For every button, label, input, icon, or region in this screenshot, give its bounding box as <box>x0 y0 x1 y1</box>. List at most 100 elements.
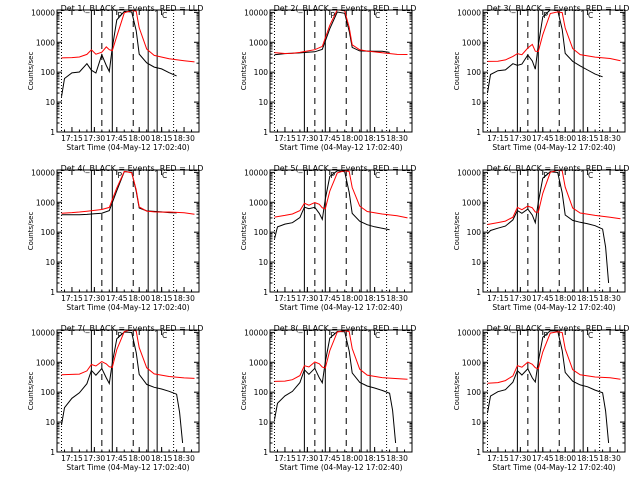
x-tick-label: 18:30 <box>599 294 621 303</box>
x-tick-label: 17:15 <box>487 134 509 143</box>
y-tick-label: 1000 <box>36 38 55 47</box>
x-tick-label: 18:15 <box>364 134 386 143</box>
y-tick-label: 1000 <box>36 358 55 367</box>
series-events <box>274 170 390 239</box>
marker-c: C <box>375 11 380 20</box>
x-tick-label: 18:30 <box>173 134 195 143</box>
x-tick-label: 18:00 <box>341 294 363 303</box>
x-axis-label: Start Time (04-May-12 17:02:40) <box>66 463 189 472</box>
x-tick-label: 17:45 <box>319 454 341 463</box>
series-lld <box>274 330 408 382</box>
series-lld <box>61 10 195 63</box>
x-tick-label: 18:15 <box>151 134 173 143</box>
y-tick-label: 100 <box>467 388 482 397</box>
x-tick-label: 17:15 <box>274 294 296 303</box>
marker-c: C <box>375 331 380 340</box>
marker-c: C <box>588 171 593 180</box>
y-tick-label: 10000 <box>244 168 268 177</box>
x-tick-label: 18:00 <box>341 134 363 143</box>
series-lld <box>274 170 408 219</box>
x-tick-label: 17:45 <box>319 134 341 143</box>
y-tick-label: 100 <box>254 388 269 397</box>
marker-c: C <box>588 11 593 20</box>
x-tick-label: 17:30 <box>297 454 319 463</box>
y-axis-label: Counts/sec <box>240 372 248 411</box>
x-tick-label: 17:45 <box>319 294 341 303</box>
y-tick-label: 10 <box>45 98 55 107</box>
marker-p: P <box>544 11 549 20</box>
y-tick-label: 1000 <box>249 358 268 367</box>
marker-c: C <box>162 331 167 340</box>
y-tick-label: 1000 <box>462 358 481 367</box>
x-tick-label: 17:30 <box>510 134 532 143</box>
y-tick-label: 100 <box>41 388 56 397</box>
x-tick-label: 18:00 <box>554 134 576 143</box>
x-tick-label: 17:15 <box>274 454 296 463</box>
y-tick-label: 100 <box>467 68 482 77</box>
x-tick-label: 18:30 <box>386 454 408 463</box>
x-tick-label: 18:00 <box>341 454 363 463</box>
x-tick-label: 18:00 <box>128 294 150 303</box>
y-tick-label: 10000 <box>457 8 481 17</box>
x-tick-label: 18:00 <box>128 134 150 143</box>
y-tick-label: 1 <box>50 288 55 297</box>
marker-c: C <box>162 171 167 180</box>
x-tick-label: 17:30 <box>84 134 106 143</box>
marker-p: P <box>331 11 336 20</box>
plot-frame <box>269 169 413 293</box>
x-tick-label: 18:30 <box>599 134 621 143</box>
panel-title: Det 7(_BLACK = Events, RED = LLD <box>61 324 204 333</box>
y-tick-label: 10000 <box>244 8 268 17</box>
y-tick-label: 1000 <box>462 198 481 207</box>
y-tick-label: 10 <box>258 258 268 267</box>
plot-frame <box>56 9 200 133</box>
y-tick-label: 1000 <box>249 198 268 207</box>
x-axis-label: Start Time (04-May-12 17:02:40) <box>279 143 402 152</box>
x-tick-label: 18:00 <box>554 454 576 463</box>
x-tick-label: 17:15 <box>61 294 83 303</box>
y-tick-label: 10000 <box>31 8 55 17</box>
x-tick-label: 18:15 <box>577 454 599 463</box>
x-tick-label: 18:00 <box>554 294 576 303</box>
series-lld <box>487 11 621 62</box>
y-tick-label: 1 <box>50 128 55 137</box>
y-axis-label: Counts/sec <box>27 52 35 91</box>
x-axis-label: Start Time (04-May-12 17:02:40) <box>66 143 189 152</box>
x-tick-label: 18:15 <box>364 294 386 303</box>
x-tick-label: 17:45 <box>532 294 554 303</box>
marker-p: P <box>331 331 336 340</box>
x-axis-label: Start Time (04-May-12 17:02:40) <box>492 143 615 152</box>
x-tick-label: 18:30 <box>173 294 195 303</box>
y-tick-label: 1 <box>263 128 268 137</box>
x-tick-label: 18:30 <box>386 294 408 303</box>
marker-p: P <box>118 331 123 340</box>
y-tick-label: 1000 <box>462 38 481 47</box>
y-axis-label: Counts/sec <box>27 372 35 411</box>
y-tick-label: 10 <box>258 418 268 427</box>
y-tick-label: 10000 <box>31 168 55 177</box>
x-tick-label: 17:45 <box>106 294 128 303</box>
series-lld <box>487 170 621 225</box>
marker-p: P <box>544 171 549 180</box>
plot-frame <box>56 329 200 453</box>
panel-title: Det 1(_BLACK = Events, RED = LLD <box>61 4 204 13</box>
panel-title: Det 9(_BLACK = Events, RED = LLD <box>487 324 630 333</box>
y-tick-label: 100 <box>467 228 482 237</box>
y-tick-label: 10 <box>45 418 55 427</box>
marker-c: C <box>588 331 593 340</box>
x-tick-label: 17:45 <box>532 134 554 143</box>
series-events <box>487 330 610 444</box>
panel-det-3: 1 10 100 1000 10000 17:15 17:30 17:45 18:00 18:15… <box>453 4 629 152</box>
x-tick-label: 18:00 <box>128 454 150 463</box>
panel-title: Det 8(_BLACK = Events, RED = LLD <box>274 324 417 333</box>
x-tick-label: 17:30 <box>297 294 319 303</box>
x-tick-label: 17:30 <box>510 454 532 463</box>
panel-title: Det 6(_BLACK = Events, RED = LLD <box>487 164 630 173</box>
y-tick-label: 1 <box>263 448 268 457</box>
x-axis-label: Start Time (04-May-12 17:02:40) <box>279 303 402 312</box>
panel-det-1: 1 10 100 1000 10000 17:15 17:30 17:45 18:00 18:15… <box>27 4 203 152</box>
y-tick-label: 100 <box>254 228 269 237</box>
series-events <box>487 171 610 284</box>
series-events <box>487 10 603 94</box>
